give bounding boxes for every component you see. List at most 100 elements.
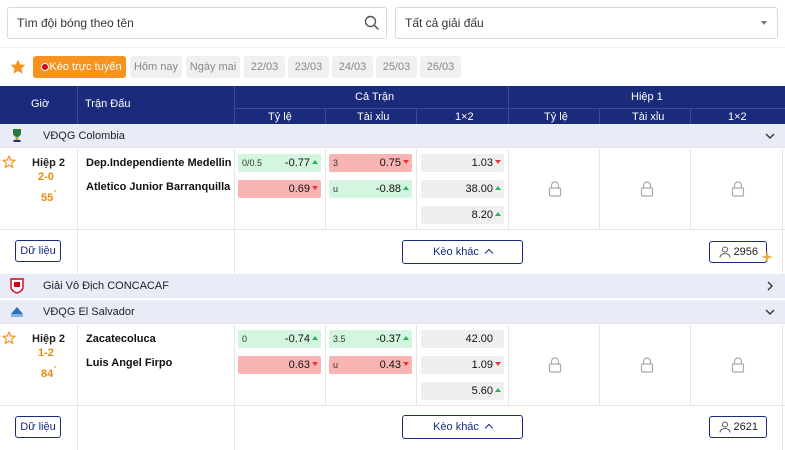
arrow-up-icon xyxy=(312,160,318,164)
odd-value: -0.37 xyxy=(375,333,401,345)
viewers-count: 2621 xyxy=(733,421,758,433)
odd-value: -0.74 xyxy=(284,333,310,345)
odd-under[interactable]: u 0.43 xyxy=(329,356,412,374)
more-odds-button[interactable]: Kèo khác xyxy=(402,415,523,439)
under-label: u xyxy=(333,360,339,370)
odd-under[interactable]: u -0.88 xyxy=(329,180,412,198)
more-odds-button[interactable]: Kèo khác xyxy=(402,240,523,264)
header-half-1x2: 1×2 xyxy=(728,111,747,123)
league-row-colombia[interactable]: VĐQG Colombia xyxy=(0,124,785,148)
over-under-line: 3.5 xyxy=(333,334,346,344)
tab-date[interactable]: 24/03 xyxy=(332,56,373,78)
handicap-line: 0/0.5 xyxy=(242,158,263,168)
arrow-down-icon xyxy=(495,362,501,366)
viewers-button[interactable]: 2956 xyxy=(709,241,767,263)
viewers-button[interactable]: 2621 xyxy=(709,416,767,438)
tab-live-odds[interactable]: Kèo trực tuyến xyxy=(33,56,126,78)
minute-mark: ' xyxy=(54,189,56,198)
live-dot-icon xyxy=(41,63,49,71)
header-half-over-under: Tài xỉu xyxy=(632,111,665,123)
match-score: 2-0 xyxy=(38,171,54,183)
chevron-down-icon[interactable] xyxy=(765,307,775,317)
arrow-up-icon xyxy=(312,336,318,340)
user-icon xyxy=(719,246,731,258)
arrow-down-icon xyxy=(312,186,318,190)
header-handicap: Tỷ lệ xyxy=(268,111,292,123)
match-period: Hiệp 2 xyxy=(32,157,66,169)
team-search-box xyxy=(7,7,387,39)
favorite-star-icon[interactable] xyxy=(2,331,16,345)
odd-over[interactable]: 3.5 -0.37 xyxy=(329,330,412,348)
odd-over[interactable]: 3 0.75 xyxy=(329,154,412,172)
arrow-down-icon xyxy=(312,362,318,366)
odd-value: 0.69 xyxy=(288,183,310,195)
odd-1x2-home[interactable]: 42.00 xyxy=(421,330,504,348)
favorite-star-icon[interactable] xyxy=(2,155,16,169)
divider xyxy=(0,47,785,48)
favorites-star-icon[interactable] xyxy=(9,58,27,76)
viewers-count: 2956 xyxy=(733,246,758,258)
odd-1x2-away[interactable]: 38.00 xyxy=(421,180,504,198)
odd-handicap-away[interactable]: 0.63 xyxy=(238,356,321,374)
header-half-handicap: Tỷ lệ xyxy=(544,111,568,123)
odd-1x2-home[interactable]: 1.03 xyxy=(421,154,504,172)
chevron-up-icon xyxy=(484,423,494,433)
arrow-up-icon xyxy=(495,388,501,392)
arrow-up-icon xyxy=(403,336,409,340)
league-select[interactable]: Tất cả giải đấu xyxy=(395,7,778,39)
odd-value: 0.75 xyxy=(379,157,401,169)
odd-1x2-away[interactable]: 1.09 xyxy=(421,356,504,374)
header-time: Giờ xyxy=(31,98,50,110)
header-match: Trận Đấu xyxy=(85,98,131,110)
stats-button[interactable]: Dữ liệu xyxy=(15,416,61,438)
more-odds-label: Kèo khác xyxy=(433,246,479,258)
header-over-under: Tài xỉu xyxy=(357,111,390,123)
odd-value: 38.00 xyxy=(465,183,493,195)
minute-mark: ' xyxy=(54,365,56,374)
tab-tomorrow[interactable]: Ngày mai xyxy=(186,56,240,78)
chevron-down-icon[interactable] xyxy=(765,131,775,141)
search-input[interactable] xyxy=(8,8,348,38)
odd-1x2-draw[interactable]: 5.60 xyxy=(421,382,504,400)
lock-icon xyxy=(640,181,654,197)
lock-icon xyxy=(731,181,745,197)
match-minute: 84 xyxy=(41,368,54,380)
arrow-up-icon xyxy=(403,186,409,190)
lock-icon xyxy=(640,357,654,373)
home-team: Dep.Independiente Medellin xyxy=(86,157,232,169)
search-icon[interactable] xyxy=(364,15,380,31)
chevron-right-icon[interactable] xyxy=(765,281,775,291)
handicap-line: 0 xyxy=(242,334,248,344)
header-full-match: Cả Trận xyxy=(355,91,395,103)
tab-date[interactable]: 26/03 xyxy=(420,56,461,78)
lock-icon xyxy=(731,357,745,373)
arrow-up-icon xyxy=(495,212,501,216)
tab-date[interactable]: 25/03 xyxy=(376,56,417,78)
tab-date[interactable]: 23/03 xyxy=(288,56,329,78)
stats-button[interactable]: Dữ liệu xyxy=(15,240,61,262)
match-period: Hiệp 2 xyxy=(32,333,66,345)
odd-value: 1.09 xyxy=(471,359,493,371)
league-name: Giải Vô Địch CONCACAF xyxy=(43,280,169,292)
odd-value: -0.77 xyxy=(284,157,310,169)
league-row-concacaf[interactable]: Giải Vô Địch CONCACAF xyxy=(0,274,785,298)
odd-value: -0.88 xyxy=(375,183,401,195)
lock-icon xyxy=(548,181,562,197)
tab-date[interactable]: 22/03 xyxy=(244,56,285,78)
match-minute: 55 xyxy=(41,192,54,204)
odd-handicap-away[interactable]: 0.69 xyxy=(238,180,321,198)
league-name: VĐQG Colombia xyxy=(43,130,125,142)
odd-value: 0.63 xyxy=(288,359,310,371)
odd-handicap-home[interactable]: 0 -0.74 xyxy=(238,330,321,348)
away-team: Atletico Junior Barranquilla xyxy=(86,181,231,193)
over-under-line: 3 xyxy=(333,158,339,168)
odd-handicap-home[interactable]: 0/0.5 -0.77 xyxy=(238,154,321,172)
under-label: u xyxy=(333,184,339,194)
odd-1x2-draw[interactable]: 8.20 xyxy=(421,206,504,224)
league-select-value: Tất cả giải đấu xyxy=(405,16,484,30)
tab-today[interactable]: Hôm nay xyxy=(130,56,182,78)
league-logo-icon xyxy=(11,307,23,317)
arrow-down-icon xyxy=(495,160,501,164)
league-row-el-salvador[interactable]: VĐQG El Salvador xyxy=(0,300,785,324)
arrow-down-icon xyxy=(403,362,409,366)
